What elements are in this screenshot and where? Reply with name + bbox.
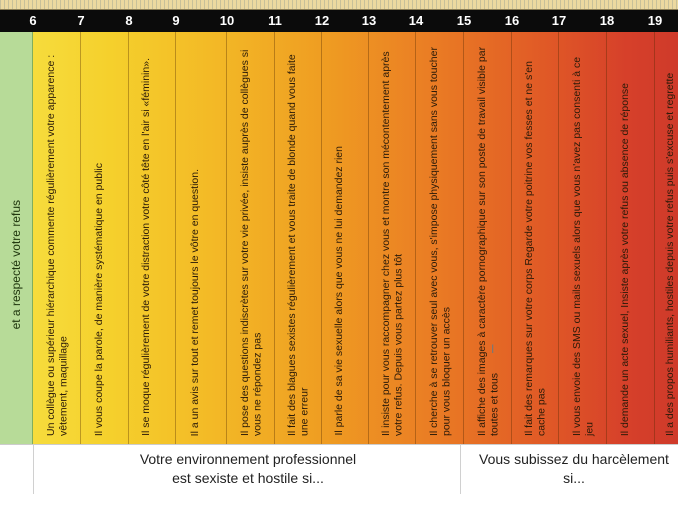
green-strip-text: et a respecté votre refus [9,199,23,329]
behavior-column: Il affiche des images à caractère pornog… [464,32,512,444]
scale-number: 9 [172,13,180,28]
sexist-environment-caption: Votre environnement professionnel est se… [60,450,436,488]
scale-number: 8 [125,13,133,28]
harassment-caption: Vous subissez du harcèlement si... [470,450,678,488]
behavior-column: Il a un avis sur tout et remet toujours … [176,32,227,444]
behavior-text: Il a des propos humiliants, hostiles dep… [663,72,678,436]
text-cursor-icon: I [491,342,495,356]
scale-number: 6 [29,13,37,28]
behavior-column: Il vous coupe la parole, de manière syst… [81,32,129,444]
behavior-text: Il se moque régulièrement de votre distr… [140,58,152,436]
green-strip: et a respecté votre refus [0,32,33,444]
behavior-text: Il fait des blagues sexistes régulièreme… [286,54,311,436]
scale-number: 12 [314,13,330,28]
behavior-column: Il fait des blagues sexistes régulièreme… [275,32,322,444]
behavior-column: Il vous envoie des SMS ou mails sexuels … [559,32,607,444]
behavior-column: Il insiste pour vous raccompagner chez v… [369,32,416,444]
behavior-text: Il vous envoie des SMS ou mails sexuels … [570,56,596,436]
footer-separator [33,444,34,494]
behavior-column: Il fait des remarques sur votre corps Re… [512,32,559,444]
scale-number: 17 [551,13,567,28]
scale-number: 19 [647,13,663,28]
behavior-column: Un collègue ou supérieur hiérarchique co… [33,32,81,444]
scale-number: 14 [408,13,424,28]
scale-number: 18 [599,13,615,28]
behavior-column: Il parle de sa vie sexuelle alors que vo… [322,32,369,444]
footer-divider [0,444,678,445]
footer-separator [460,444,461,494]
behavior-text: Un collègue ou supérieur hiérarchique co… [44,54,70,436]
caption-line: est sexiste et hostile si... [172,470,324,486]
behavior-column: Il pose des questions indiscrètes sur vo… [227,32,275,444]
scale-number: 10 [219,13,235,28]
behavior-text: Il fait des remarques sur votre corps Re… [523,61,548,436]
behavior-text: Il parle de sa vie sexuelle alors que vo… [333,146,345,436]
behavior-text: Il vous coupe la parole, de manière syst… [92,162,105,436]
behavior-column: Il se moque régulièrement de votre distr… [129,32,176,444]
scale-bar: 6 7 8 9 10 11 12 13 14 15 16 17 18 19 [0,10,678,32]
behavior-text: Il pose des questions indiscrètes sur vo… [238,49,264,436]
behavior-text: Il insiste pour vous raccompagner chez v… [380,51,405,436]
behavior-text: Il a un avis sur tout et remet toujours … [189,168,201,436]
behavior-column: Il a des propos humiliants, hostiles dep… [655,32,678,444]
caption-line: Vous subissez du harcèlement [479,451,669,467]
scale-number: 13 [361,13,377,28]
top-ruler [0,0,678,10]
behavior-text: Il demande un acte sexuel, Insiste après… [618,82,631,436]
scale-number: 7 [77,13,85,28]
behavior-column: Il demande un acte sexuel, Insiste après… [607,32,655,444]
behavior-text: Il cherche à se retrouver seul avec vous… [427,47,453,436]
scale-number: 15 [456,13,472,28]
caption-line: si... [563,470,585,486]
behavior-column: Il cherche à se retrouver seul avec vous… [416,32,464,444]
caption-line: Votre environnement professionnel [139,451,357,467]
behavior-text: Il affiche des images à caractère pornog… [475,46,501,436]
scale-number: 16 [504,13,520,28]
gradient-band [33,32,678,444]
scale-number: 11 [268,13,282,28]
